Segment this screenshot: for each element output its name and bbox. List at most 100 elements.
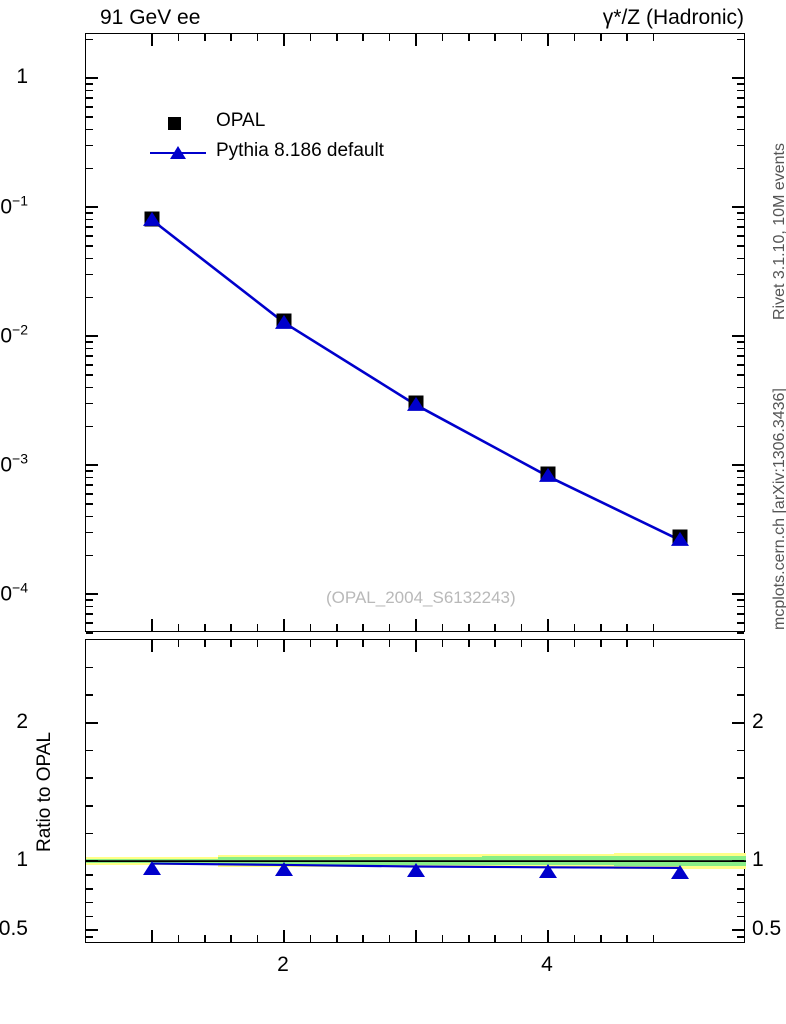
axis-tick: [256, 935, 259, 942]
axis-tick: [86, 666, 93, 669]
axis-tick: [494, 34, 496, 41]
axis-tick: [547, 640, 549, 652]
axis-tick: [336, 935, 338, 942]
mcplots-reference-label: mcplots.cern.ch [arXiv:1306.3436]: [771, 388, 786, 630]
axis-tick: [204, 935, 206, 942]
axis-tick: [86, 234, 93, 237]
axis-tick: [86, 470, 93, 472]
axis-tick: [737, 97, 744, 99]
axis-tick: [230, 34, 232, 41]
axis-tick: [86, 38, 93, 41]
axis-tick: [737, 105, 744, 108]
ratio-point-marker: [671, 864, 689, 879]
axis-tick: [151, 930, 153, 942]
axis-tick: [737, 805, 744, 807]
axis-tick: [86, 777, 93, 779]
axis-tick: [737, 613, 744, 615]
axis-tick: [737, 554, 744, 557]
axis-tick: [309, 935, 312, 942]
axis-tick: [520, 935, 523, 942]
triangle-marker-icon: [170, 146, 186, 159]
ratio-y-tick-label: 0.5: [0, 917, 28, 941]
axis-tick: [283, 619, 285, 631]
axis-tick: [388, 935, 391, 942]
axis-tick: [737, 226, 744, 228]
axis-tick: [415, 930, 417, 942]
axis-tick: [86, 613, 93, 615]
mc-prediction-line: [151, 218, 681, 542]
axis-tick: [86, 722, 98, 724]
axis-tick: [86, 128, 93, 131]
axis-tick: [86, 402, 93, 405]
axis-tick: [737, 363, 744, 366]
axis-tick: [737, 470, 744, 472]
header-left-label: 91 GeV ee: [100, 6, 201, 29]
axis-tick: [737, 621, 744, 624]
axis-tick: [86, 887, 93, 890]
axis-tick: [336, 640, 338, 647]
axis-tick: [441, 935, 444, 942]
axis-tick: [86, 915, 93, 918]
axis-tick: [737, 245, 744, 247]
axis-tick: [626, 640, 628, 647]
axis-tick: [737, 694, 744, 697]
legend-item-opal[interactable]: OPAL: [148, 108, 448, 138]
axis-tick: [86, 901, 93, 904]
axis-tick: [86, 218, 93, 221]
axis-tick: [737, 234, 744, 237]
axis-tick: [415, 640, 417, 652]
axis-tick: [177, 935, 180, 942]
axis-tick: [86, 874, 93, 876]
axis-tick: [737, 503, 744, 505]
ratio-point-marker: [275, 861, 293, 876]
axis-tick: [737, 484, 744, 486]
axis-tick: [520, 624, 523, 631]
x-tick-label: 2: [277, 953, 289, 976]
axis-tick: [737, 531, 744, 534]
axis-tick: [151, 640, 153, 652]
axis-tick: [737, 632, 744, 634]
axis-tick: [626, 34, 628, 41]
axis-tick: [86, 503, 93, 505]
axis-tick: [177, 640, 180, 647]
axis-tick: [737, 666, 744, 669]
axis-tick: [600, 640, 602, 647]
axis-tick: [86, 363, 93, 366]
ratio-y-tick-label-right: 1: [752, 848, 764, 872]
axis-tick: [441, 624, 444, 631]
axis-tick: [86, 805, 93, 807]
axis-tick: [86, 386, 93, 389]
mc-point-marker: [407, 396, 425, 411]
axis-tick: [732, 464, 744, 466]
axis-tick: [441, 640, 444, 647]
axis-tick: [737, 89, 744, 92]
axis-tick: [86, 341, 93, 343]
axis-tick: [737, 273, 744, 276]
rivet-version-label: Rivet 3.1.10, 10M events: [771, 143, 786, 320]
axis-tick: [737, 38, 744, 41]
axis-tick: [204, 624, 206, 631]
axis-tick: [86, 347, 93, 350]
mc-point-marker: [671, 532, 689, 547]
axis-tick: [177, 34, 180, 41]
legend-item-pythia[interactable]: Pythia 8.186 default: [148, 138, 448, 168]
axis-tick: [86, 144, 93, 147]
axis-tick: [86, 749, 93, 752]
axis-tick: [737, 347, 744, 350]
axis-tick: [732, 722, 744, 724]
axis-tick: [626, 935, 628, 942]
axis-tick: [362, 935, 364, 942]
axis-tick: [737, 476, 744, 479]
ratio-y-tick-label: 1: [16, 848, 28, 872]
axis-tick: [230, 624, 232, 631]
axis-tick: [468, 640, 470, 647]
axis-tick: [283, 930, 285, 942]
header-right-label: γ*/Z (Hadronic): [602, 6, 744, 29]
axis-tick: [547, 619, 549, 631]
legend-item-label: Pythia 8.186 default: [216, 140, 384, 161]
axis-tick: [86, 599, 93, 601]
axis-tick: [86, 929, 98, 931]
axis-tick: [86, 296, 93, 299]
axis-tick: [362, 34, 364, 41]
axis-tick: [732, 77, 744, 79]
